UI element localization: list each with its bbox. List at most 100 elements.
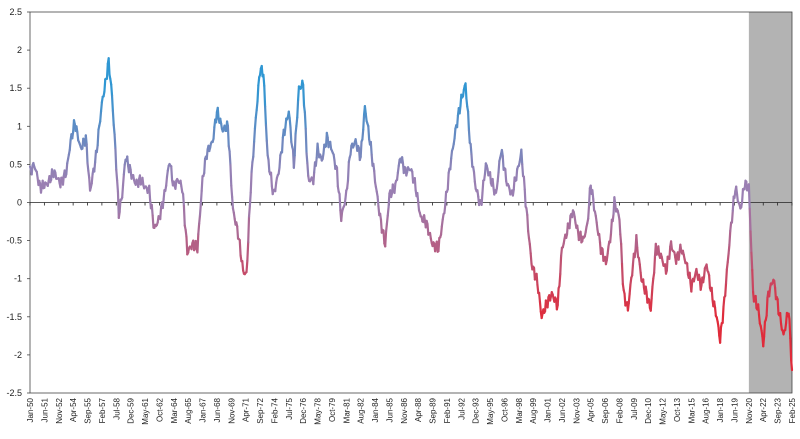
series-segment xyxy=(654,256,655,273)
series-segment xyxy=(418,202,419,211)
series-segment xyxy=(621,244,622,264)
series-segment xyxy=(201,191,202,204)
series-segment xyxy=(759,315,760,324)
series-segment xyxy=(460,106,461,114)
x-tick-label: Apr-54 xyxy=(69,397,78,422)
series-segment xyxy=(152,205,153,215)
x-tick-label: Mar-81 xyxy=(342,397,351,423)
series-segment xyxy=(198,224,199,234)
series-segment xyxy=(632,264,633,275)
series-segment xyxy=(560,256,561,274)
series-segment xyxy=(116,170,117,181)
x-tick-label: Jan-01 xyxy=(544,397,553,422)
series-segment xyxy=(780,313,781,323)
y-tick-label: 2.5 xyxy=(9,7,22,17)
y-tick-label: -1.5 xyxy=(6,312,22,322)
series-segment xyxy=(537,274,538,285)
x-tick-label: Nov-03 xyxy=(572,397,581,423)
series-segment xyxy=(254,128,255,141)
series-segment xyxy=(752,270,753,292)
series-segment xyxy=(295,134,296,156)
series-segment xyxy=(257,101,258,110)
series-segment xyxy=(498,172,499,181)
series-segment xyxy=(166,177,167,186)
series-segment xyxy=(629,294,630,303)
series-segment xyxy=(340,194,341,210)
series-segment xyxy=(282,137,283,152)
series-segment xyxy=(751,231,752,252)
series-segment xyxy=(307,164,308,176)
series-segment xyxy=(417,193,418,202)
series-segment xyxy=(548,297,549,307)
y-tick-label: 1.5 xyxy=(9,83,22,93)
series-segment xyxy=(712,288,713,300)
series-segment xyxy=(113,111,114,125)
series-segment xyxy=(614,197,615,204)
series-segment xyxy=(687,263,688,274)
series-segment xyxy=(763,337,764,347)
series-segment xyxy=(171,166,172,180)
series-segment xyxy=(540,302,541,312)
series-segment xyxy=(438,238,439,251)
x-tick-label: Jun-19 xyxy=(730,397,739,422)
series-segment xyxy=(751,253,752,270)
x-tick-label: Feb-08 xyxy=(615,397,624,423)
x-tick-label: May-95 xyxy=(486,397,495,424)
series-segment xyxy=(505,169,506,181)
series-segment xyxy=(676,255,677,264)
series-segment xyxy=(196,241,197,249)
x-tick-label: Sep-06 xyxy=(601,397,610,423)
x-tick-label: Feb-74 xyxy=(270,397,279,423)
series-segment xyxy=(184,206,185,226)
series-segment xyxy=(521,150,522,165)
series-segment xyxy=(723,307,724,323)
series-segment xyxy=(138,179,139,187)
x-tick-label: Mar-64 xyxy=(170,397,179,423)
series-segment xyxy=(641,272,642,280)
series-segment xyxy=(123,174,124,185)
x-tick-label: Aug-82 xyxy=(357,397,366,423)
series-segment xyxy=(385,232,386,247)
x-tick-label: Jul-75 xyxy=(285,397,294,419)
series-segment xyxy=(87,144,88,163)
series-segment xyxy=(690,273,691,283)
series-segment xyxy=(371,142,372,155)
series-segment xyxy=(522,164,523,176)
series-segment xyxy=(197,234,198,252)
series-segment xyxy=(264,86,265,107)
y-tick-label: 0.5 xyxy=(9,159,22,169)
series-segment xyxy=(539,293,540,302)
series-segment xyxy=(313,173,314,185)
series-segment xyxy=(667,257,668,271)
series-segment xyxy=(471,154,472,166)
series-segment xyxy=(242,261,243,270)
series-segment xyxy=(387,216,388,224)
series-segment xyxy=(455,129,456,139)
series-segment xyxy=(749,184,750,208)
x-tick-label: Feb-25 xyxy=(788,397,797,423)
x-tick-label: Jun-68 xyxy=(213,397,222,422)
series-segment xyxy=(279,155,280,168)
series-segment xyxy=(758,304,759,315)
series-segment xyxy=(275,183,276,191)
x-tick-label: Nov-20 xyxy=(745,397,754,423)
x-tick-label: Dec-59 xyxy=(127,397,136,423)
series-segment xyxy=(207,150,208,159)
series-segment xyxy=(160,207,161,219)
series-segment xyxy=(493,179,494,187)
series-segment xyxy=(117,180,118,192)
series-segment xyxy=(728,254,729,262)
series-segment xyxy=(588,206,589,219)
x-tick-label: Feb-57 xyxy=(98,397,107,423)
series-segment xyxy=(306,129,307,153)
series-segment xyxy=(559,274,560,286)
series-segment xyxy=(789,319,790,338)
series-segment xyxy=(240,240,241,255)
series-segment xyxy=(474,172,475,182)
series-segment xyxy=(482,193,483,205)
series-segment xyxy=(269,160,270,172)
x-tick-label: Nov-86 xyxy=(400,397,409,423)
y-tick-label: -0.5 xyxy=(6,236,22,246)
x-tick-label: May-78 xyxy=(314,397,323,424)
x-tick-label: Mar-15 xyxy=(687,397,696,423)
